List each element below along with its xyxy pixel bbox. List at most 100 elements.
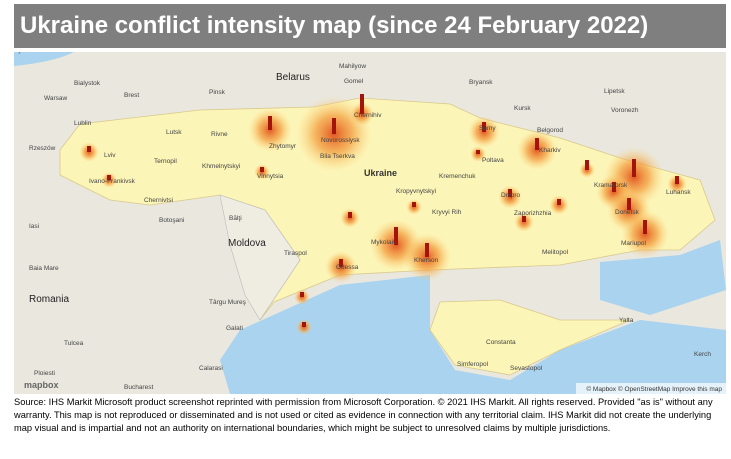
attribution-bg: [576, 383, 726, 394]
place-label: Baia Mare: [29, 265, 59, 272]
place-label: Iasi: [29, 223, 39, 230]
crimea: [429, 299, 631, 376]
place-label: Kharkiv: [539, 147, 561, 154]
intensity-spike: [585, 160, 589, 170]
black-sea: [220, 275, 726, 394]
place-label: Bucharest: [124, 384, 153, 391]
sea-of-azov: [600, 240, 726, 315]
source-note: Source: IHS Markit Microsoft product scr…: [14, 397, 713, 433]
intensity-spike: [302, 322, 306, 327]
place-label: Kropyvnytskyi: [396, 188, 436, 195]
intensity-spike: [360, 94, 364, 114]
place-label: Simferopol: [457, 361, 489, 368]
place-label: Khmelnytskyi: [202, 163, 240, 170]
place-label: Tulcea: [64, 340, 84, 347]
intensity-spike: [476, 150, 480, 154]
water: [14, 52, 74, 66]
place-label: Yalta: [619, 317, 634, 324]
place-label: Lutsk: [166, 129, 182, 136]
intensity-spike: [260, 167, 264, 172]
place-label: Kramatorsk: [594, 182, 628, 189]
place-label: Romania: [29, 294, 69, 305]
place-label: Ternopil: [154, 158, 177, 165]
place-label: Târgu Mureş: [209, 299, 247, 306]
intensity-spike: [300, 292, 304, 297]
intensity-spike: [643, 220, 647, 234]
intensity-spike: [675, 176, 679, 184]
place-label: Belgorod: [537, 127, 563, 134]
place-label: Zhytomyr: [269, 143, 297, 150]
labels: Belarus Ukraine Moldova Romania Warsaw Lublin…: [14, 52, 711, 391]
attribution[interactable]: © Mapbox © OpenStreetMap Improve this ma…: [586, 385, 722, 393]
map: Belarus Ukraine Moldova Romania Warsaw Lublin…: [14, 52, 726, 394]
title-bar: Ukraine conflict intensity map (since 24…: [14, 4, 726, 48]
intensity-spike: [348, 212, 352, 218]
place-label: Sumy: [479, 125, 496, 132]
place-label: Pinsk: [209, 89, 226, 96]
place-label: Zaporizhzhia: [514, 210, 552, 217]
place-label: Bialystok: [74, 80, 101, 87]
place-label: Kerch: [694, 351, 711, 358]
place-label: Dnipro: [501, 192, 521, 199]
place-label: Kyiv: [14, 52, 27, 54]
intensity-spike: [612, 182, 616, 192]
place-label: Rzeszów: [29, 145, 56, 152]
place-label: Kremenchuk: [439, 173, 476, 180]
place-label: Sevastopol: [510, 365, 543, 372]
place-label: Gomel: [344, 78, 364, 85]
place-label: Kryvyi Rih: [432, 209, 462, 216]
intensity-spike: [268, 116, 272, 130]
place-label: Kursk: [514, 105, 531, 112]
intensity-spike: [87, 146, 91, 152]
place-label: Constanta: [486, 339, 516, 346]
place-label: Ukraine: [364, 168, 397, 178]
place-label: Lviv: [104, 152, 116, 159]
place-label: Tiraspol: [284, 250, 307, 257]
place-label: Novorossiysk: [321, 137, 360, 144]
moldova: [219, 194, 301, 321]
place-label: Kherson: [414, 257, 439, 264]
place-label: Calarasi: [199, 365, 223, 372]
heat-layer: [79, 94, 687, 335]
intensity-spike: [627, 198, 631, 210]
intensity-spike: [522, 216, 526, 222]
place-label: Luhansk: [666, 189, 691, 196]
intensity-spike: [632, 159, 636, 177]
place-label: Lublin: [74, 120, 92, 127]
place-label: Mahilyow: [339, 63, 366, 70]
place-label: Ivano-Frankivsk: [89, 178, 136, 185]
intensity-spike: [107, 175, 111, 180]
place-label: Voronezh: [611, 107, 639, 114]
intensity-spike: [412, 202, 416, 207]
place-label: Belarus: [276, 72, 310, 83]
place-label: Mykolaiv: [371, 239, 397, 246]
place-label: Lipetsk: [604, 88, 625, 95]
place-label: Bryansk: [469, 79, 493, 86]
place-label: Donetsk: [615, 209, 640, 216]
logo: mapbox: [24, 380, 59, 390]
intensity-spike: [508, 189, 512, 197]
intensity-spike: [425, 243, 429, 257]
place-label: Chernihiv: [354, 112, 382, 119]
place-label: Moldova: [228, 238, 266, 249]
place-label: Ploiesti: [34, 370, 55, 377]
place-label: Chernivtsi: [144, 197, 173, 204]
intensity-spike: [332, 118, 336, 134]
place-label: Galati: [226, 325, 243, 332]
place-label: Brest: [124, 92, 139, 99]
place-label: Poltava: [482, 157, 504, 164]
place-label: Warsaw: [44, 95, 68, 102]
place-label: Vinnytsia: [257, 173, 284, 180]
place-label: Odessa: [336, 264, 359, 271]
intensity-spike: [394, 227, 398, 245]
place-label: Melitopol: [542, 249, 569, 256]
intensity-spike: [535, 138, 539, 150]
place-label: Bila Tserkva: [320, 153, 355, 160]
place-label: Bălţi: [229, 215, 242, 222]
intensity-spike: [482, 122, 486, 132]
intensity-spike: [339, 259, 343, 267]
place-label: Mariupol: [621, 240, 646, 247]
place-label: Rivne: [211, 131, 228, 138]
place-label: Botoşani: [159, 217, 184, 224]
